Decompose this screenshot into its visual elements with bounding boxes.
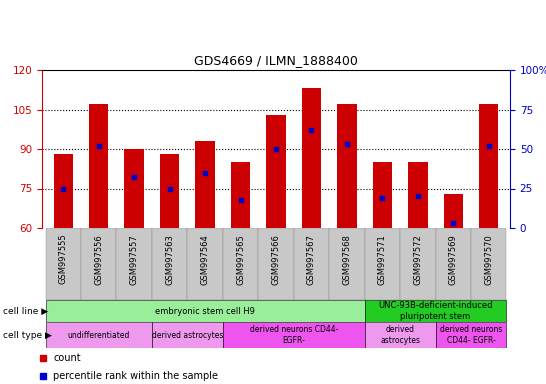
Bar bbox=[195, 141, 215, 228]
Text: GSM997569: GSM997569 bbox=[449, 234, 458, 285]
Bar bbox=[152, 322, 223, 348]
Bar bbox=[187, 228, 223, 300]
Bar bbox=[81, 228, 116, 300]
Bar bbox=[400, 228, 436, 300]
Text: count: count bbox=[53, 353, 81, 363]
Bar bbox=[89, 104, 109, 228]
Bar bbox=[45, 228, 81, 300]
Bar bbox=[45, 322, 152, 348]
Bar bbox=[160, 154, 180, 228]
Text: cell type ▶: cell type ▶ bbox=[3, 331, 52, 339]
Text: derived astrocytes: derived astrocytes bbox=[152, 331, 223, 339]
Bar bbox=[54, 154, 73, 228]
Text: GSM997568: GSM997568 bbox=[342, 234, 352, 285]
Bar bbox=[302, 88, 321, 228]
Bar bbox=[436, 322, 507, 348]
Bar bbox=[443, 194, 463, 228]
Text: GSM997565: GSM997565 bbox=[236, 234, 245, 285]
Bar bbox=[266, 115, 286, 228]
Text: UNC-93B-deficient-induced
pluripotent stem: UNC-93B-deficient-induced pluripotent st… bbox=[378, 301, 493, 321]
Text: GSM997563: GSM997563 bbox=[165, 234, 174, 285]
Text: percentile rank within the sample: percentile rank within the sample bbox=[53, 371, 218, 381]
Bar bbox=[479, 104, 498, 228]
Bar bbox=[365, 322, 436, 348]
Bar bbox=[223, 322, 365, 348]
Text: cell line ▶: cell line ▶ bbox=[3, 306, 48, 316]
Text: GSM997556: GSM997556 bbox=[94, 234, 103, 285]
Bar bbox=[337, 104, 357, 228]
Text: GSM997572: GSM997572 bbox=[413, 234, 422, 285]
Bar bbox=[329, 228, 365, 300]
Bar bbox=[436, 228, 471, 300]
Text: undifferentiated: undifferentiated bbox=[68, 331, 130, 339]
Bar bbox=[231, 162, 250, 228]
Text: derived
astrocytes: derived astrocytes bbox=[380, 325, 420, 345]
Text: embryonic stem cell H9: embryonic stem cell H9 bbox=[155, 306, 255, 316]
Text: GSM997566: GSM997566 bbox=[271, 234, 281, 285]
Bar bbox=[365, 228, 400, 300]
Text: GSM997564: GSM997564 bbox=[200, 234, 210, 285]
Bar bbox=[223, 228, 258, 300]
Bar bbox=[258, 228, 294, 300]
Text: GSM997555: GSM997555 bbox=[59, 234, 68, 285]
Bar bbox=[408, 162, 428, 228]
Text: GSM997570: GSM997570 bbox=[484, 234, 493, 285]
Text: derived neurons
CD44- EGFR-: derived neurons CD44- EGFR- bbox=[440, 325, 502, 345]
Bar bbox=[365, 300, 507, 322]
Title: GDS4669 / ILMN_1888400: GDS4669 / ILMN_1888400 bbox=[194, 55, 358, 68]
Bar bbox=[152, 228, 187, 300]
Bar bbox=[471, 228, 507, 300]
Text: GSM997567: GSM997567 bbox=[307, 234, 316, 285]
Text: GSM997571: GSM997571 bbox=[378, 234, 387, 285]
Text: derived neurons CD44-
EGFR-: derived neurons CD44- EGFR- bbox=[250, 325, 338, 345]
Bar bbox=[124, 149, 144, 228]
Bar bbox=[372, 162, 392, 228]
Bar bbox=[45, 300, 365, 322]
Bar bbox=[116, 228, 152, 300]
Text: GSM997557: GSM997557 bbox=[130, 234, 139, 285]
Bar bbox=[294, 228, 329, 300]
